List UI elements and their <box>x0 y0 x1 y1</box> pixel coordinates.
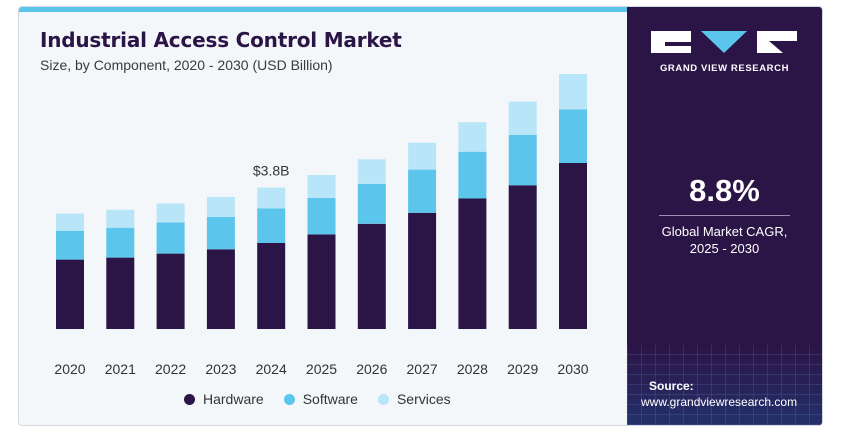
cagr-divider <box>659 215 790 216</box>
legend-item-hardware: Hardware <box>184 391 264 407</box>
chart-title: Industrial Access Control Market <box>40 28 402 52</box>
bar-software-2029 <box>508 134 537 186</box>
decorative-grid <box>627 345 822 425</box>
x-tick-label: 2025 <box>306 361 337 377</box>
bar-services-2030 <box>559 74 587 110</box>
bar-services-2024 <box>257 187 286 209</box>
bar-hardware-2028 <box>458 198 487 329</box>
bar-hardware-2026 <box>357 223 386 329</box>
cagr-value: 8.8% <box>689 173 760 208</box>
bar-software-2030 <box>559 109 587 163</box>
legend-swatch-software <box>283 393 295 405</box>
sidebar-panel: GRAND VIEW RESEARCH 8.8% Global Market C… <box>627 7 822 425</box>
bar-services-2022 <box>156 203 185 223</box>
bar-hardware-2024 <box>257 243 286 329</box>
bar-hardware-2021 <box>106 257 135 329</box>
bar-software-2022 <box>156 222 185 254</box>
source-url[interactable]: www.grandviewresearch.com <box>641 395 798 409</box>
chart-subtitle: Size, by Component, 2020 - 2030 (USD Bil… <box>40 57 333 73</box>
x-tick-label: 2030 <box>557 361 588 377</box>
chart-card: Industrial Access Control Market Size, b… <box>18 6 823 426</box>
bar-hardware-2022 <box>156 253 185 329</box>
x-tick-label: 2024 <box>256 361 287 377</box>
x-tick-label: 2027 <box>407 361 438 377</box>
cagr-label-line1: Global Market CAGR, <box>661 224 788 239</box>
data-label-2024: $3.8B <box>253 163 290 179</box>
bar-hardware-2020 <box>56 259 84 329</box>
x-tick-label: 2021 <box>105 361 136 377</box>
bar-hardware-2023 <box>206 249 235 329</box>
bar-software-2025 <box>307 197 336 235</box>
bar-services-2027 <box>408 142 437 170</box>
bar-software-2027 <box>408 169 437 213</box>
bar-services-2028 <box>458 122 487 152</box>
x-tick-label: 2022 <box>155 361 186 377</box>
brand-name: GRAND VIEW RESEARCH <box>659 63 790 74</box>
x-tick-label: 2020 <box>54 361 85 377</box>
bar-hardware-2030 <box>559 163 587 329</box>
bar-hardware-2029 <box>508 185 537 329</box>
bar-services-2021 <box>106 209 135 228</box>
legend-item-software: Software <box>283 391 358 407</box>
x-tick-label: 2029 <box>507 361 538 377</box>
legend-item-services: Services <box>377 391 451 407</box>
legend: Hardware Software Services <box>184 390 451 408</box>
bar-chart: 2020 2021 2022 2023 2024 $3.8B 2025 2026 2027 202… <box>54 74 589 377</box>
bar-software-2021 <box>106 227 135 258</box>
bar-hardware-2025 <box>307 234 336 329</box>
brand-logo <box>651 31 797 53</box>
accent-bar <box>19 7 627 12</box>
bar-hardware-2027 <box>408 212 437 329</box>
x-tick-label: 2023 <box>205 361 236 377</box>
x-tick-label: 2026 <box>356 361 387 377</box>
bar-services-2029 <box>508 101 537 135</box>
bar-services-2026 <box>357 159 386 184</box>
bar-services-2020 <box>56 213 84 231</box>
legend-swatch-hardware <box>184 393 195 405</box>
bar-services-2025 <box>307 175 336 198</box>
legend-label-software: Software <box>302 391 358 407</box>
bar-services-2023 <box>206 196 235 217</box>
legend-label-hardware: Hardware <box>203 391 264 407</box>
bar-software-2026 <box>357 183 386 224</box>
bar-software-2024 <box>257 208 286 243</box>
bar-software-2028 <box>458 151 487 199</box>
cagr-label: Global Market CAGR, 2025 - 2030 <box>627 223 822 257</box>
legend-swatch-services <box>377 393 389 405</box>
x-tick-label: 2028 <box>457 361 488 377</box>
cagr-label-line2: 2025 - 2030 <box>689 241 760 256</box>
legend-label-services: Services <box>396 391 451 407</box>
bar-software-2023 <box>206 216 235 250</box>
source-label: Source: <box>649 379 694 393</box>
bar-software-2020 <box>56 230 84 260</box>
